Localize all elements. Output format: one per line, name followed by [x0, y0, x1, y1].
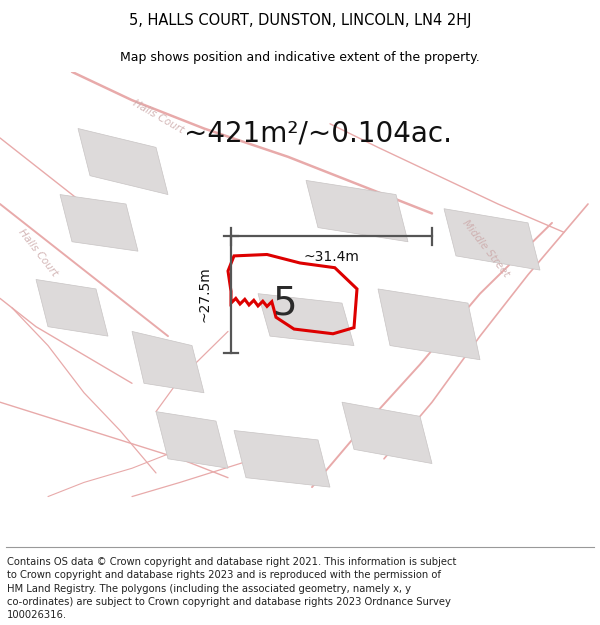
Polygon shape	[60, 194, 138, 251]
Text: Contains OS data © Crown copyright and database right 2021. This information is : Contains OS data © Crown copyright and d…	[7, 557, 457, 567]
Text: Halls Court: Halls Court	[16, 228, 59, 279]
Text: 5: 5	[272, 284, 297, 322]
Text: HM Land Registry. The polygons (including the associated geometry, namely x, y: HM Land Registry. The polygons (includin…	[7, 584, 411, 594]
Text: 5, HALLS COURT, DUNSTON, LINCOLN, LN4 2HJ: 5, HALLS COURT, DUNSTON, LINCOLN, LN4 2H…	[129, 12, 471, 28]
Text: co-ordinates) are subject to Crown copyright and database rights 2023 Ordnance S: co-ordinates) are subject to Crown copyr…	[7, 597, 451, 607]
Text: Map shows position and indicative extent of the property.: Map shows position and indicative extent…	[120, 51, 480, 64]
Polygon shape	[258, 294, 354, 346]
Polygon shape	[78, 129, 168, 194]
Text: Halls Court: Halls Court	[131, 98, 185, 135]
Text: to Crown copyright and database rights 2023 and is reproduced with the permissio: to Crown copyright and database rights 2…	[7, 570, 441, 580]
Polygon shape	[234, 431, 330, 487]
Text: ~27.5m: ~27.5m	[197, 266, 211, 322]
Text: 100026316.: 100026316.	[7, 611, 67, 621]
Text: ~421m²/~0.104ac.: ~421m²/~0.104ac.	[184, 119, 452, 148]
Text: ~31.4m: ~31.4m	[304, 251, 359, 264]
Polygon shape	[132, 331, 204, 392]
Polygon shape	[156, 412, 228, 468]
Polygon shape	[378, 289, 480, 360]
Polygon shape	[306, 181, 408, 242]
Text: Middle Street: Middle Street	[460, 218, 511, 279]
Polygon shape	[444, 209, 540, 270]
Polygon shape	[36, 279, 108, 336]
Polygon shape	[342, 402, 432, 464]
